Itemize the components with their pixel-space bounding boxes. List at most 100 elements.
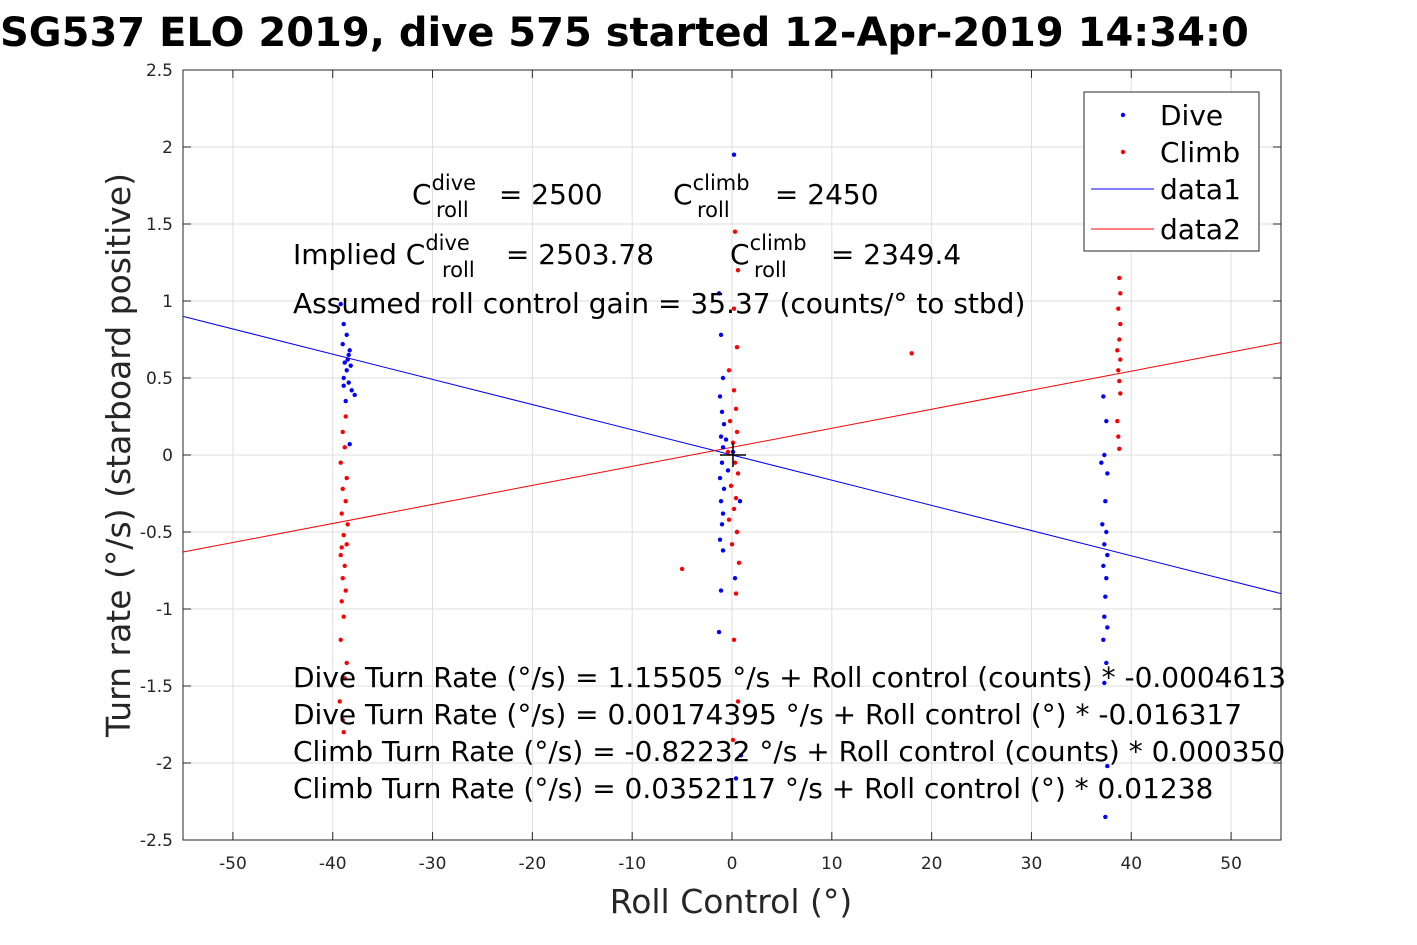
climb-point	[1115, 348, 1120, 353]
dive-point	[725, 468, 731, 473]
dive-point	[718, 332, 724, 338]
x-tick-label: 50	[1220, 854, 1242, 874]
fit-equation-dive-degrees: Dive Turn Rate (°/s) = 0.00174395 °/s + …	[293, 698, 1242, 731]
dive-point	[719, 460, 725, 465]
climb-point	[1116, 306, 1121, 311]
climb-point	[342, 676, 347, 681]
legend-marker-dive	[1120, 112, 1126, 118]
x-tick-label: 40	[1120, 854, 1142, 874]
climb-point	[731, 637, 737, 642]
climb-point	[344, 475, 349, 481]
dive-point	[349, 388, 354, 393]
dive-point	[733, 776, 739, 781]
climb-point	[337, 699, 342, 704]
climb-point	[736, 560, 742, 565]
implied-c-roll-dive-value: = 2503.78	[497, 238, 654, 271]
c-roll-dive-value: = 2500	[490, 178, 603, 211]
dive-point	[737, 499, 743, 504]
climb-point	[344, 660, 349, 666]
dive-point	[720, 375, 726, 381]
climb-point	[731, 306, 737, 311]
c-roll-dive-base: C	[412, 178, 432, 211]
dive-point	[1102, 452, 1107, 458]
legend-label-climb: Climb	[1160, 136, 1240, 169]
dive-point	[1102, 680, 1107, 686]
chart-title: SG537 ELO 2019, dive 575 started 12-Apr-…	[0, 10, 1249, 56]
legend-label-data1: data1	[1160, 173, 1241, 206]
x-tick-label: 20	[921, 854, 943, 874]
climb-point	[344, 542, 349, 547]
x-tick-label: -40	[319, 854, 347, 874]
dive-point	[1100, 522, 1105, 527]
dive-point	[1103, 499, 1108, 504]
dive-point	[1101, 637, 1106, 642]
climb-point	[732, 460, 738, 465]
legend-box	[1083, 91, 1260, 252]
y-tick-label: -2	[156, 754, 173, 774]
climb-point	[340, 486, 345, 492]
climb-point	[725, 449, 731, 455]
x-axis-label: Roll Control (°)	[610, 882, 853, 921]
c-roll-climb-value: = 2450	[766, 178, 879, 211]
climb-point	[345, 522, 350, 527]
y-axis-label: Turn rate (°/s) (starboard positive)	[99, 173, 138, 738]
series-climb-points	[337, 229, 1123, 743]
climb-point	[1117, 275, 1122, 281]
implied-c-roll-climb-base: C	[730, 238, 750, 271]
dive-point	[1102, 614, 1107, 619]
climb-point	[339, 545, 344, 550]
climb-point	[339, 511, 344, 516]
dive-point	[716, 291, 722, 296]
roll-gain-text: Assumed roll control gain = 35.37 (count…	[293, 287, 1025, 320]
dive-point	[732, 576, 738, 581]
climb-point	[1118, 321, 1123, 327]
dive-point	[720, 548, 726, 553]
x-tick-label: -20	[518, 854, 546, 874]
dive-point	[348, 363, 353, 368]
climb-point	[343, 414, 348, 419]
climb-point	[733, 495, 739, 501]
climb-point	[731, 388, 737, 393]
fit-equation-climb-degrees: Climb Turn Rate (°/s) = 0.0352117 °/s + …	[293, 772, 1213, 805]
climb-point	[340, 429, 345, 435]
x-tick-label: -30	[419, 854, 447, 874]
climb-point	[734, 429, 740, 435]
implied-c-roll-dive-text: Implied Cdive roll = 2503.78	[293, 231, 654, 282]
y-tick-label: -0.5	[140, 523, 173, 543]
y-tick-label: -1.5	[140, 677, 173, 697]
dive-point	[1105, 625, 1110, 630]
climb-point	[1118, 291, 1123, 296]
dive-point	[1101, 394, 1106, 399]
dive-point	[338, 301, 343, 307]
climb-point	[733, 406, 739, 411]
dive-point	[341, 375, 346, 381]
climb-point	[732, 229, 738, 234]
climb-point	[1115, 418, 1120, 424]
dive-point	[1105, 763, 1110, 769]
dive-point	[1101, 563, 1106, 569]
dive-point	[345, 357, 350, 362]
dive-point	[721, 486, 727, 492]
legend-marker-climb	[1120, 149, 1126, 155]
dive-point	[1105, 552, 1110, 558]
y-tick-label: 0	[162, 446, 173, 466]
climb-point	[1117, 378, 1122, 384]
dive-point	[717, 475, 723, 481]
fit-equations: Dive Turn Rate (°/s) = 1.15505 °/s + Rol…	[293, 661, 1286, 805]
climb-point	[735, 699, 741, 704]
implied-c-roll-climb-value: = 2349.4	[822, 238, 961, 271]
dive-point	[720, 445, 726, 450]
climb-point	[730, 737, 736, 743]
implied-c-roll-dive-base: Implied C	[293, 238, 425, 271]
implied-c-roll-climb-text: Cclimb roll = 2349.4	[730, 231, 961, 282]
climb-point	[343, 588, 348, 593]
y-tick-label: 2	[162, 138, 173, 158]
climb-point	[726, 368, 732, 373]
climb-point	[1116, 434, 1121, 439]
dive-point	[1105, 471, 1110, 476]
x-tick-label: 10	[821, 854, 843, 874]
climb-point	[341, 614, 346, 619]
climb-point	[726, 517, 732, 522]
climb-point	[728, 483, 734, 488]
